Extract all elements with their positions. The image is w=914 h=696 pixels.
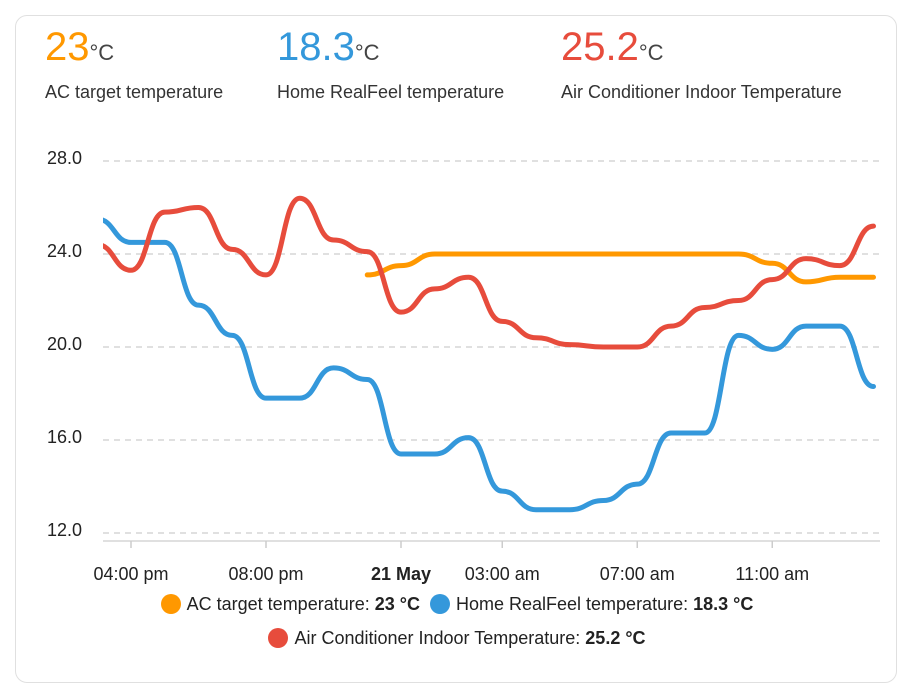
legend-row: Air Conditioner Indoor Temperature: 25.2…	[0, 628, 914, 662]
legend-value: 18.3 °C	[693, 594, 754, 614]
legend-dot	[160, 594, 181, 614]
y-tick-label: 12.0	[47, 520, 82, 540]
y-tick-label: 28.0	[47, 148, 82, 168]
y-tick-label: 16.0	[47, 427, 82, 447]
legend: AC target temperature: 23 °C Home RealFee…	[0, 594, 914, 662]
legend-row: AC target temperature: 23 °C Home RealFee…	[0, 594, 914, 628]
legend-label: AC target temperature:	[186, 594, 370, 614]
stat-unit: °C	[354, 40, 380, 65]
legend-label: Air Conditioner Indoor Temperature:	[294, 628, 581, 648]
stat-unit: °C	[89, 40, 115, 65]
card	[15, 15, 897, 683]
stat-value-line: 23°C	[45, 24, 223, 76]
stat-unit: °C	[638, 40, 664, 65]
plot	[103, 195, 876, 513]
stat: 18.3°C Home RealFeel temperature	[277, 24, 504, 103]
series-line	[103, 195, 876, 350]
legend-item: AC target temperature: 23 °C	[160, 594, 420, 615]
x-tick-label: 11:00 am	[735, 564, 809, 584]
x-tick-label: 08:00 pm	[228, 564, 303, 584]
legend-dot	[429, 594, 450, 614]
stat-label: AC target temperature	[45, 82, 224, 102]
y-tick-label: 24.0	[47, 241, 82, 261]
stat-value: 25.2	[561, 25, 639, 69]
legend-value: 25.2 °C	[585, 628, 646, 648]
stat-label: Home RealFeel temperature	[277, 82, 505, 102]
x-tick-label: 07:00 am	[600, 564, 675, 584]
stat: 25.2°C Air Conditioner Indoor Temperature	[561, 24, 842, 103]
stat-value: 23	[45, 25, 90, 69]
y-tick-label: 20.0	[47, 334, 82, 354]
stat-label: Air Conditioner Indoor Temperature	[561, 82, 842, 102]
stat: 23°C AC target temperature	[45, 24, 223, 103]
stat-value-line: 25.2°C	[561, 24, 842, 76]
stat-value: 18.3	[277, 25, 355, 69]
x-tick-label: 04:00 pm	[93, 564, 168, 584]
x-tick-label: 03:00 am	[465, 564, 540, 584]
legend-label: Home RealFeel temperature:	[455, 594, 689, 614]
series-line	[103, 217, 876, 513]
legend-value: 23 °C	[374, 594, 420, 614]
legend-item: Home RealFeel temperature: 18.3 °C	[429, 594, 754, 615]
x-tick-label: 21 May	[371, 564, 431, 584]
legend-dot	[268, 628, 289, 648]
stat-value-line: 18.3°C	[277, 24, 504, 76]
legend-item: Air Conditioner Indoor Temperature: 25.2…	[268, 628, 646, 649]
